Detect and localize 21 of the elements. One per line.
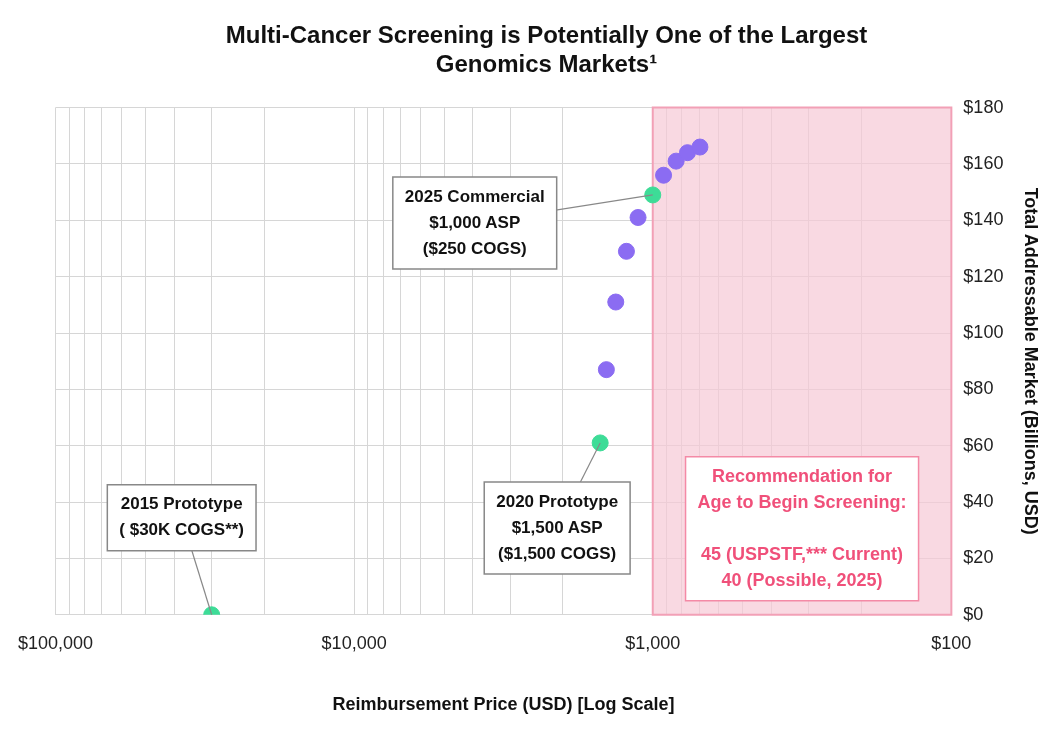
x-axis-title: Reimbursement Price (USD) [Log Scale] bbox=[332, 694, 675, 715]
x-tick-label: $100,000 bbox=[18, 632, 94, 653]
y-tick-label: $140 bbox=[963, 209, 1004, 230]
y-tick-label: $40 bbox=[963, 491, 994, 512]
y-tick-label: $60 bbox=[963, 434, 994, 455]
y-tick-label: $160 bbox=[963, 152, 1004, 173]
y-tick-label: $120 bbox=[963, 265, 1004, 286]
y-axis-title: Total Addressable Market (Billions, USD) bbox=[1021, 187, 1042, 535]
annotation: 2015 Prototype ( $30K COGS**) bbox=[119, 494, 245, 540]
y-tick-label: $0 bbox=[963, 603, 984, 624]
text: Recommendation for Age to Begin Screening: 45 (USPSTF,*** Current) 40 (Possible, 2025) bbox=[697, 465, 907, 590]
y-tick-label: $100 bbox=[963, 321, 1004, 342]
y-tick-label: $80 bbox=[963, 378, 994, 399]
y-tick-label: $180 bbox=[963, 96, 1004, 117]
chart-title: Multi-Cancer Screening is Potentially One of the Largest Genomics Markets¹ bbox=[225, 21, 868, 77]
annotation: 2025 Commercial $1,000 ASP ($250 COGS) bbox=[404, 186, 545, 258]
y-tick-label: $20 bbox=[963, 547, 994, 568]
x-tick-label: $1,000 bbox=[625, 632, 681, 653]
x-tick-label: $10,000 bbox=[321, 632, 387, 653]
annotation: 2020 Prototype $1,500 ASP ($1,500 COGS) bbox=[496, 491, 619, 563]
x-tick-label: $100 bbox=[931, 632, 972, 653]
